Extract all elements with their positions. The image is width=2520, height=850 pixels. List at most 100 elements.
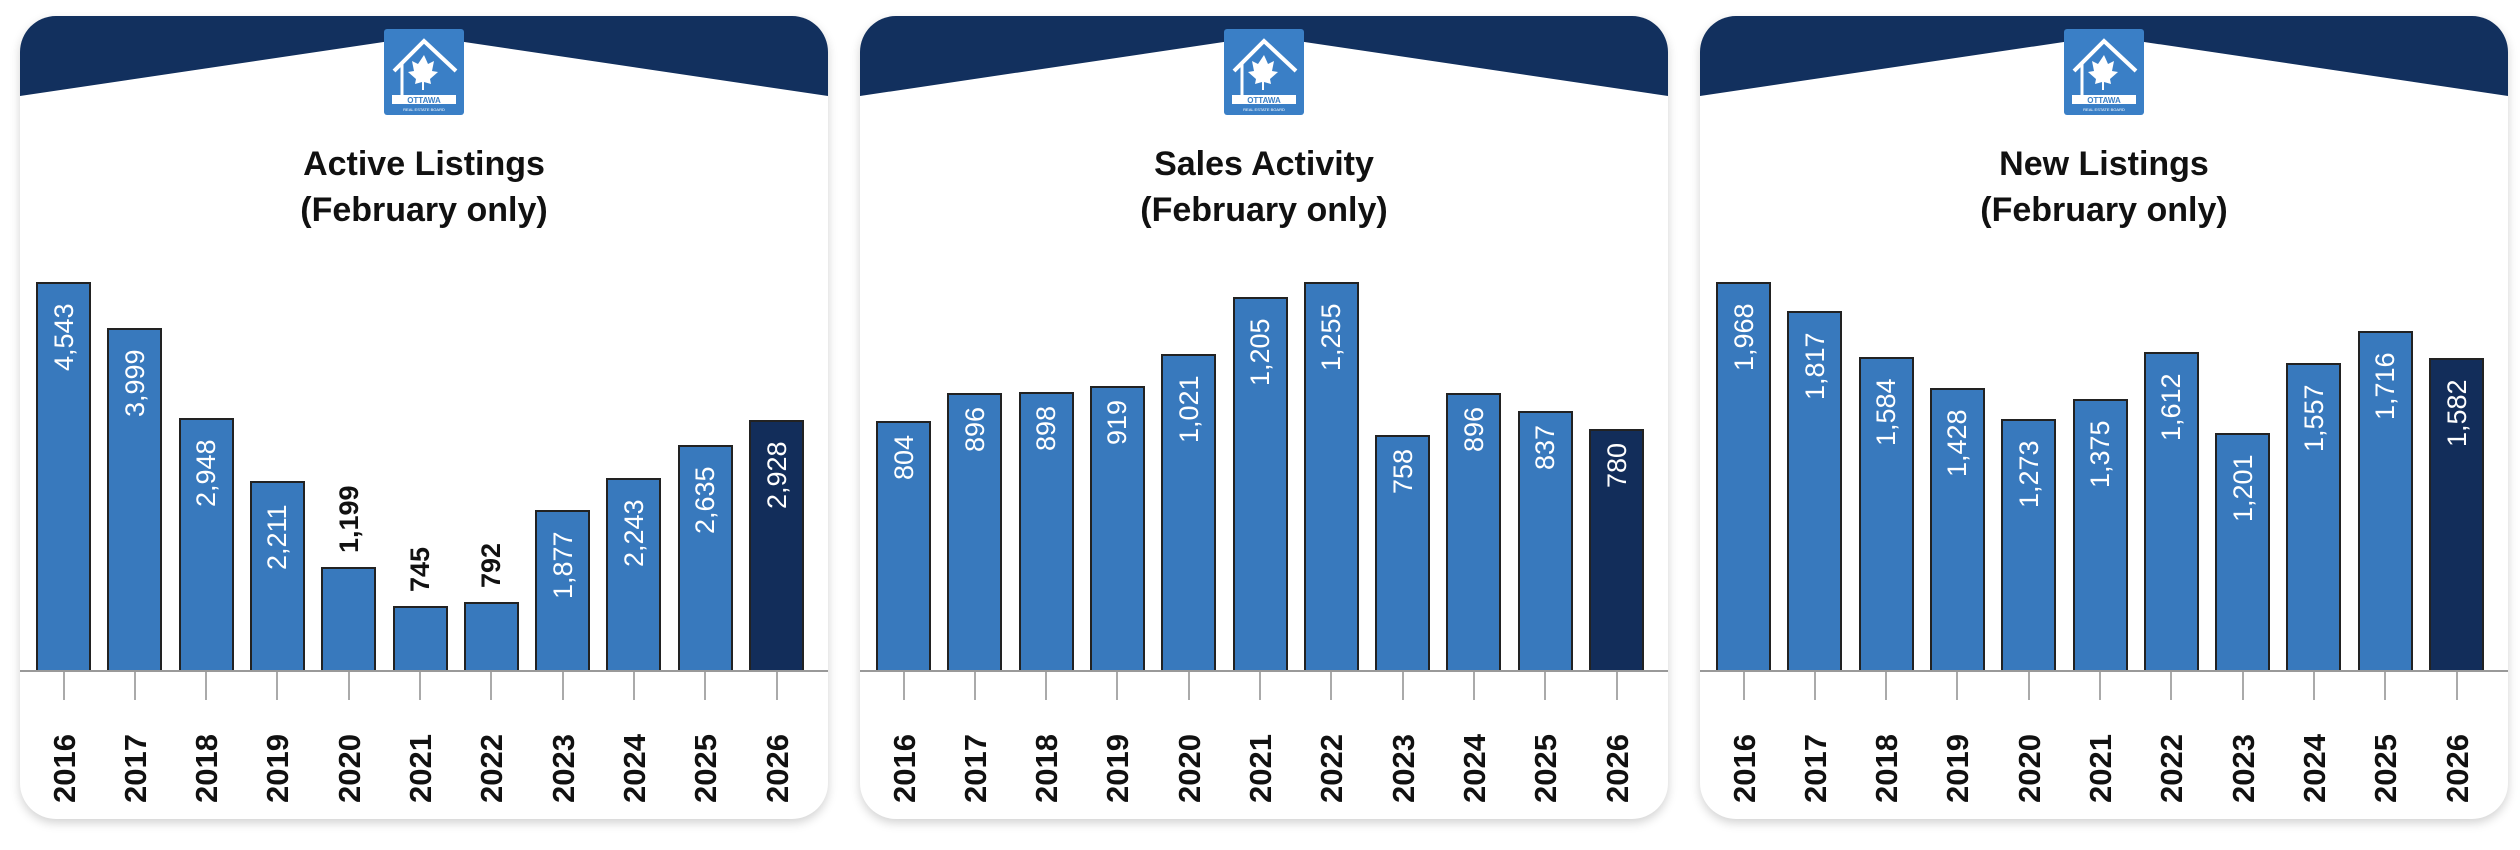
- bar-2026: [1589, 428, 1644, 670]
- plot-area: 4,543 2016 3,999 2017 2,948 2018 2,211 2019 1,19…: [20, 16, 828, 819]
- x-tick-label: 2022: [2154, 734, 2190, 803]
- x-tick: [419, 672, 421, 700]
- x-tick: [2312, 672, 2315, 700]
- data-label: 1,428: [1942, 409, 1973, 478]
- data-label: 4,543: [48, 303, 79, 371]
- chart-subtitle: (February only): [300, 191, 548, 229]
- bar-2017: [1787, 311, 1843, 670]
- x-tick: [2099, 672, 2101, 700]
- x-tick: [2027, 672, 2030, 700]
- bar-2020: [2001, 418, 2057, 670]
- data-label: 1,201: [2227, 454, 2258, 522]
- x-tick: [1401, 672, 1404, 700]
- data-label: 2,948: [191, 439, 222, 507]
- bar-2023: [535, 509, 591, 670]
- bar-2021: [392, 606, 448, 670]
- chart-title: New Listings (February only): [1700, 141, 2508, 233]
- bar-2024: [606, 478, 662, 670]
- x-tick: [704, 672, 707, 700]
- data-label: 837: [1530, 424, 1561, 470]
- x-axis: [860, 670, 1668, 672]
- ottawa-real-estate-board-logo: OTTAWA REAL ESTATE BOARD: [384, 29, 464, 115]
- bar-2022: [2143, 351, 2199, 670]
- chart-title-main: Active Listings: [303, 145, 545, 183]
- x-axis: [1700, 670, 2508, 672]
- chart-title-main: New Listings: [1999, 145, 2209, 183]
- data-label: 2,635: [690, 466, 721, 534]
- plot-area: 1,968 2016 1,817 2017 1,584 2018 1,428 2019 1,27…: [1700, 16, 2508, 819]
- bar-2020: [321, 567, 377, 670]
- x-tick: [2384, 672, 2387, 700]
- x-tick-label: 2022: [1314, 734, 1350, 803]
- x-axis: [20, 670, 828, 672]
- plot-area: 804 2016 896 2017 898 2018 919 2019 1,021 2020 1,2…: [860, 16, 1668, 819]
- x-tick-label: 2024: [616, 734, 652, 803]
- x-tick: [1187, 672, 1190, 700]
- bar-2018: [178, 417, 234, 670]
- data-label: 1,612: [2156, 373, 2187, 441]
- chart-title: Sales Activity (February only): [860, 141, 1668, 233]
- data-label: 896: [1458, 406, 1489, 452]
- x-tick: [632, 672, 635, 700]
- x-tick: [1742, 672, 1745, 700]
- bar-2022: [463, 602, 519, 670]
- bar-2025: [1517, 410, 1573, 670]
- bar-2020: [1161, 354, 1217, 670]
- x-tick: [1813, 672, 1816, 700]
- bar-2017: [107, 328, 163, 670]
- chart-panel-new-listings: OTTAWA REAL ESTATE BOARD New Listings (Fe…: [1700, 16, 2508, 819]
- data-label: 2,243: [618, 499, 649, 568]
- x-tick: [1472, 672, 1475, 700]
- data-label: 1,021: [1173, 375, 1204, 444]
- data-label: 780: [1601, 442, 1632, 488]
- x-tick-label: 2020: [2011, 734, 2047, 803]
- data-label: 745: [405, 547, 435, 593]
- data-label: 1,877: [547, 530, 578, 599]
- x-tick: [2455, 672, 2458, 700]
- data-label: 1,255: [1316, 303, 1347, 371]
- x-tick: [1259, 672, 1261, 700]
- x-tick: [561, 672, 564, 700]
- x-tick-label: 2025: [1528, 734, 1564, 803]
- header-band: [1700, 16, 2508, 96]
- x-tick-label: 2024: [1456, 734, 1492, 803]
- x-tick: [205, 672, 208, 700]
- bar-2025: [2357, 331, 2413, 670]
- x-tick-label: 2017: [1797, 734, 1833, 803]
- x-tick-label: 2018: [1869, 734, 1905, 803]
- x-tick-label: 2021: [403, 734, 438, 803]
- bar-2016: [1716, 281, 1771, 670]
- x-tick-label: 2019: [260, 734, 296, 803]
- x-tick-label: 2016: [886, 734, 922, 803]
- x-tick: [1956, 672, 1959, 700]
- bar-2021: [1232, 297, 1288, 670]
- data-label: 1,375: [2085, 420, 2115, 488]
- data-label: 919: [1102, 399, 1133, 445]
- x-tick-label: 2018: [1029, 734, 1065, 803]
- ottawa-real-estate-board-logo: OTTAWA REAL ESTATE BOARD: [1224, 29, 1304, 115]
- x-tick-label: 2020: [331, 734, 367, 803]
- data-label: 1,205: [1245, 318, 1275, 387]
- x-tick: [902, 672, 905, 700]
- x-tick-label: 2020: [1171, 734, 1207, 803]
- x-tick-label: 2018: [189, 734, 225, 803]
- bar-2024: [1446, 392, 1502, 670]
- x-tick-label: 2025: [688, 734, 724, 803]
- bar-2016: [876, 421, 931, 670]
- x-tick-label: 2021: [1243, 734, 1278, 803]
- x-tick-label: 2017: [957, 734, 993, 803]
- chart-subtitle: (February only): [1980, 191, 2228, 229]
- svg-text:REAL ESTATE BOARD: REAL ESTATE BOARD: [1243, 107, 1285, 112]
- ottawa-real-estate-board-logo: OTTAWA REAL ESTATE BOARD: [2064, 29, 2144, 115]
- bar-2026: [749, 419, 804, 670]
- x-tick-label: 2016: [46, 734, 82, 803]
- header-band: [20, 16, 828, 96]
- x-tick-label: 2019: [1940, 734, 1976, 803]
- x-tick-label: 2021: [2083, 734, 2118, 803]
- bar-2024: [2286, 362, 2342, 670]
- x-tick: [973, 672, 976, 700]
- x-tick-label: 2023: [545, 734, 581, 803]
- x-tick-label: 2026: [2439, 734, 2475, 803]
- x-tick: [1885, 672, 1888, 700]
- data-label: 2,211: [262, 504, 293, 570]
